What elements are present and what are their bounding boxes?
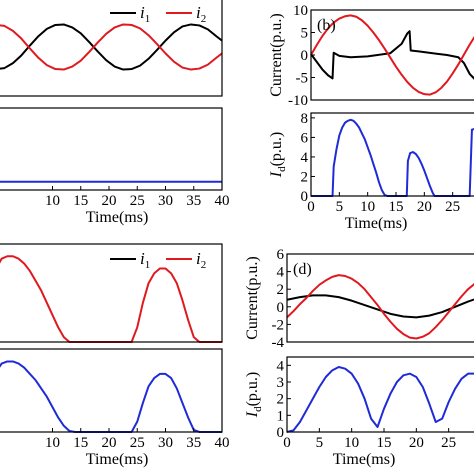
y-tick-label: -2 bbox=[272, 317, 285, 333]
y-axis-label: Id(p.u.) bbox=[244, 372, 264, 418]
y-tick-label: 2 bbox=[277, 282, 285, 298]
panel-label: (d) bbox=[293, 261, 312, 278]
x-tick-label: 5 bbox=[316, 435, 324, 451]
x-tick-label: 30 bbox=[158, 193, 173, 209]
series-line-d-top-i1 bbox=[286, 294, 474, 319]
x-axis-label: Time(ms) bbox=[333, 451, 396, 468]
x-tick-label: 30 bbox=[158, 435, 173, 451]
y-tick-label: 0 bbox=[301, 48, 309, 64]
x-tick-label: 15 bbox=[377, 435, 392, 451]
series-line-d-top-i2 bbox=[286, 274, 474, 340]
y-tick-label: 8 bbox=[301, 111, 309, 127]
legend-label: i1 bbox=[140, 3, 150, 25]
x-tick-label: 40 bbox=[215, 193, 230, 209]
x-tick-label: 10 bbox=[360, 199, 375, 215]
x-tick-label: 25 bbox=[130, 193, 145, 209]
series-line-b-top-i2 bbox=[310, 14, 474, 96]
x-tick-label: 40 bbox=[215, 435, 230, 451]
x-axis-label: Time(ms) bbox=[86, 209, 149, 226]
y-tick-label: 0 bbox=[301, 189, 309, 205]
y-axis-label: Current(p.u.) bbox=[268, 13, 285, 97]
legend-label: i2 bbox=[196, 3, 206, 25]
series-line-a-top-i2 bbox=[0, 23, 223, 71]
series-line-b-top-i1 bbox=[310, 30, 474, 80]
y-axis-label: Id(p.u.) bbox=[268, 132, 288, 178]
x-tick-label: 0 bbox=[307, 199, 315, 215]
y-tick-label: 3 bbox=[277, 375, 285, 391]
x-tick-label: 15 bbox=[73, 435, 88, 451]
y-tick-label: 2 bbox=[277, 392, 285, 408]
plot-frame-c-top bbox=[0, 243, 223, 343]
x-tick-label: 35 bbox=[186, 435, 201, 451]
legend-label: i1 bbox=[140, 249, 150, 271]
y-tick-label: 6 bbox=[301, 130, 309, 146]
x-tick-label: 10 bbox=[45, 435, 60, 451]
y-tick-label: 2 bbox=[301, 169, 309, 185]
y-axis-label: Current(p.u.) bbox=[244, 256, 261, 340]
y-tick-label: 4 bbox=[277, 358, 285, 374]
x-tick-label: 35 bbox=[186, 193, 201, 209]
y-tick-label: 5 bbox=[301, 26, 309, 42]
x-tick-label: 15 bbox=[389, 199, 404, 215]
y-tick-label: 1 bbox=[277, 408, 285, 424]
y-tick-label: 0 bbox=[277, 300, 285, 316]
y-tick-label: 6 bbox=[277, 247, 285, 263]
x-tick-label: 0 bbox=[283, 435, 291, 451]
x-axis-label: Time(ms) bbox=[86, 451, 149, 468]
x-tick-label: 25 bbox=[130, 435, 145, 451]
series-line-c-bottom-Id bbox=[0, 360, 222, 433]
legend-label: i2 bbox=[196, 249, 206, 271]
x-tick-label: 15 bbox=[73, 193, 88, 209]
x-tick-label: 20 bbox=[102, 435, 117, 451]
x-tick-label: 10 bbox=[344, 435, 359, 451]
panel-a: i1 i2 10 15 20 25 30 35 40 Time(ms) bbox=[0, 0, 230, 226]
y-tick-label: -10 bbox=[288, 93, 308, 109]
series-line-b-bottom-Id bbox=[311, 118, 474, 197]
series-line-c-top-i2 bbox=[0, 255, 222, 343]
y-tick-label: 4 bbox=[277, 265, 285, 281]
plot-frame-a-bottom bbox=[0, 107, 223, 191]
x-axis-label: Time(ms) bbox=[345, 215, 408, 232]
y-tick-label: 0 bbox=[277, 425, 285, 441]
panel-label: (b) bbox=[317, 17, 336, 34]
plot-frame-a-top bbox=[0, 0, 223, 97]
panel-c: i1 i2 10 15 20 25 30 35 40 Time(ms) bbox=[0, 243, 230, 468]
x-tick-label: 20 bbox=[409, 435, 424, 451]
x-tick-label: 10 bbox=[45, 193, 60, 209]
x-tick-label: 25 bbox=[441, 435, 456, 451]
y-tick-label: 10 bbox=[293, 3, 308, 19]
y-tick-label: 4 bbox=[301, 150, 309, 166]
y-tick-label: -4 bbox=[272, 335, 285, 351]
x-tick-label: 20 bbox=[102, 193, 117, 209]
plot-frame-d-top bbox=[286, 253, 474, 343]
series-line-d-bottom-Id bbox=[286, 366, 474, 433]
x-tick-label: 5 bbox=[336, 199, 344, 215]
series-line-a-top-i1 bbox=[0, 23, 223, 71]
x-tick-label: 20 bbox=[417, 199, 432, 215]
x-tick-label: 25 bbox=[445, 199, 460, 215]
panel-b: -10 -5 0 5 10 Current(p.u.) 0 2 4 6 8 0 5 10 15 20 25 Tim… bbox=[268, 3, 474, 232]
y-tick-label: -5 bbox=[296, 71, 309, 87]
